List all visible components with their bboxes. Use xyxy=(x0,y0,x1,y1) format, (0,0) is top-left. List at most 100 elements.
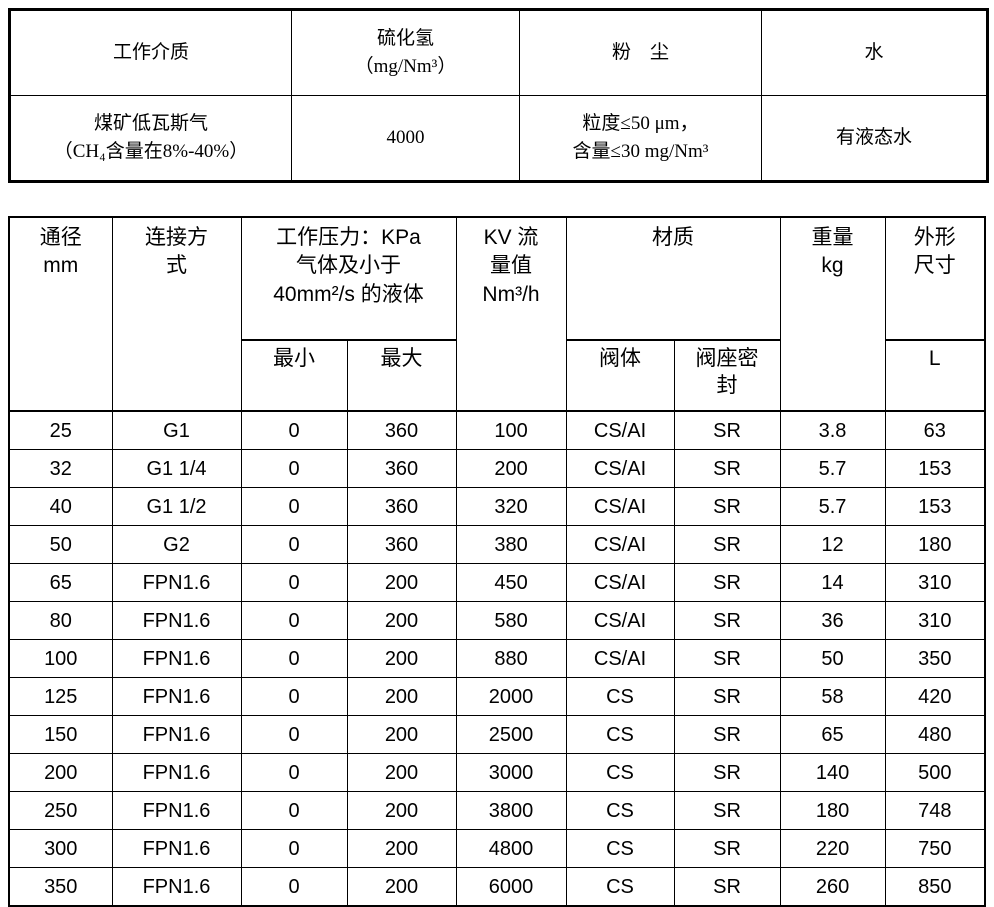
cell-connection: FPN1.6 xyxy=(111,791,242,830)
cell-kv: 200 xyxy=(455,449,567,488)
cell-pressure-max: 200 xyxy=(346,867,457,907)
cell-pressure-min: 0 xyxy=(240,715,348,754)
cell-material-seat: SR xyxy=(673,715,781,754)
cell-bore: 250 xyxy=(8,791,113,830)
header-kv-flow: KV 流 量值 Nm³/h xyxy=(455,216,567,412)
cell-connection: G1 xyxy=(111,410,242,450)
header-cell-dust: 粉 尘 xyxy=(519,9,762,96)
cell-connection: FPN1.6 xyxy=(111,677,242,716)
header-dimension-line2: 尺寸 xyxy=(913,254,956,278)
header-material: 材质 xyxy=(565,216,781,341)
cell-bore: 350 xyxy=(8,867,113,907)
cell-material-seat: SR xyxy=(673,677,781,716)
cell-weight: 220 xyxy=(779,829,886,868)
cell-kv: 320 xyxy=(455,487,567,526)
cell-pressure-max: 200 xyxy=(346,563,457,602)
cell-bore: 25 xyxy=(8,410,113,450)
cell-weight: 180 xyxy=(779,791,886,830)
cell-pressure-max: 360 xyxy=(346,487,457,526)
cell-pressure-min: 0 xyxy=(240,525,348,564)
cell-material-body: CS/AI xyxy=(565,449,675,488)
cell-bore: 125 xyxy=(8,677,113,716)
header-bore-line2: mm xyxy=(43,254,79,278)
cell-pressure-min: 0 xyxy=(240,487,348,526)
cell-length: 500 xyxy=(884,753,986,792)
header-kv-line3: Nm³/h xyxy=(482,282,540,306)
cell-length: 310 xyxy=(884,601,986,640)
header-pressure-min: 最小 xyxy=(240,339,348,412)
header-material-label: 材质 xyxy=(652,226,695,249)
dust-value-line1: 粒度≤50 μm， xyxy=(582,113,699,135)
cell-connection: FPN1.6 xyxy=(111,715,242,754)
cell-kv: 2000 xyxy=(455,677,567,716)
table-row: 65 FPN1.6 0 200 450 CS/AI SR 14 310 xyxy=(8,563,986,602)
cell-connection: FPN1.6 xyxy=(111,829,242,868)
h2s-value: 4000 xyxy=(386,127,425,149)
cell-pressure-min: 0 xyxy=(240,410,348,450)
table-row: 200 FPN1.6 0 200 3000 CS SR 140 500 xyxy=(8,753,986,792)
table-row: 100 FPN1.6 0 200 880 CS/AI SR 50 350 xyxy=(8,639,986,678)
header-working-medium-line1: 工作介质 xyxy=(112,42,189,64)
header-kv-line2: 量值 xyxy=(490,254,533,278)
cell-kv: 580 xyxy=(455,601,567,640)
cell-pressure-max: 200 xyxy=(346,715,457,754)
cell-pressure-min: 0 xyxy=(240,753,348,792)
spec-header-row-secondary: 最小 最大 阀体 阀座密 封 L xyxy=(9,339,986,412)
cell-material-seat: SR xyxy=(673,449,781,488)
cell-material-seat: SR xyxy=(673,791,781,830)
header-water-line1: 水 xyxy=(864,42,884,64)
cell-kv: 2500 xyxy=(455,715,567,754)
cell-connection: FPN1.6 xyxy=(111,639,242,678)
cell-weight: 14 xyxy=(779,563,886,602)
cell-material-body: CS xyxy=(565,677,675,716)
cell-material-body: CS/AI xyxy=(565,639,675,678)
cell-connection: G2 xyxy=(111,525,242,564)
cell-bore: 200 xyxy=(8,753,113,792)
cell-kv: 380 xyxy=(455,525,567,564)
cell-pressure-min: 0 xyxy=(240,563,348,602)
cell-pressure-min: 0 xyxy=(240,791,348,830)
working-medium-line2: （CH₄含量在8%-40%） xyxy=(53,141,249,162)
dust-value-line2: 含量≤30 mg/Nm³ xyxy=(572,141,709,162)
header-pressure-line1: 工作压力：KPa xyxy=(276,226,421,249)
cell-material-seat: SR xyxy=(673,563,781,602)
cell-material-body: CS/AI xyxy=(565,563,675,602)
cell-material-body: CS xyxy=(565,829,675,868)
cell-pressure-min: 0 xyxy=(240,639,348,678)
working-medium-line1: 煤矿低瓦斯气 xyxy=(93,113,208,135)
cell-material-body: CS xyxy=(565,867,675,907)
cell-weight: 65 xyxy=(779,715,886,754)
cell-material-body: CS/AI xyxy=(565,410,675,450)
header-bore-line1: 通径 xyxy=(39,226,82,249)
cell-water-value: 有液态水 xyxy=(761,95,988,182)
cell-pressure-min: 0 xyxy=(240,867,348,907)
cell-material-seat: SR xyxy=(673,829,781,868)
cell-connection: FPN1.6 xyxy=(111,753,242,792)
cell-dust-value: 粒度≤50 μm， 含量≤30 mg/Nm³ xyxy=(519,95,762,182)
cell-weight: 260 xyxy=(779,867,886,907)
cell-hydrogen-sulfide-value: 4000 xyxy=(291,95,520,182)
cell-material-body: CS xyxy=(565,791,675,830)
cell-material-seat: SR xyxy=(673,639,781,678)
cell-kv: 4800 xyxy=(455,829,567,868)
header-dimension-line1: 外形 xyxy=(913,226,956,249)
cell-bore: 65 xyxy=(8,563,113,602)
header-pressure-min-label: 最小 xyxy=(273,347,315,370)
header-pressure-line2: 气体及小于 xyxy=(296,254,401,278)
cell-connection: FPN1.6 xyxy=(111,563,242,602)
valve-spec-table: 通径 mm 连接方 式 工作压力：KPa 气体及小于 40mm²/s 的液体 K… xyxy=(8,216,987,907)
header-material-body: 阀体 xyxy=(565,339,675,412)
cell-pressure-min: 0 xyxy=(240,677,348,716)
cell-weight: 140 xyxy=(779,753,886,792)
header-cell-water: 水 xyxy=(761,9,988,96)
cell-connection: FPN1.6 xyxy=(111,601,242,640)
cell-kv: 880 xyxy=(455,639,567,678)
cell-weight: 50 xyxy=(779,639,886,678)
cell-length: 180 xyxy=(884,525,986,564)
cell-length: 63 xyxy=(884,410,986,450)
cell-connection: G1 1/4 xyxy=(111,449,242,488)
header-cell-working-medium: 工作介质 xyxy=(9,9,292,96)
cell-pressure-max: 360 xyxy=(346,449,457,488)
medium-conditions-table-wrapper: 工作介质 硫化氢 （mg/Nm³） 粉 尘 水 煤矿低瓦斯气 xyxy=(8,8,989,183)
header-h2s-line2: （mg/Nm³） xyxy=(354,56,457,77)
